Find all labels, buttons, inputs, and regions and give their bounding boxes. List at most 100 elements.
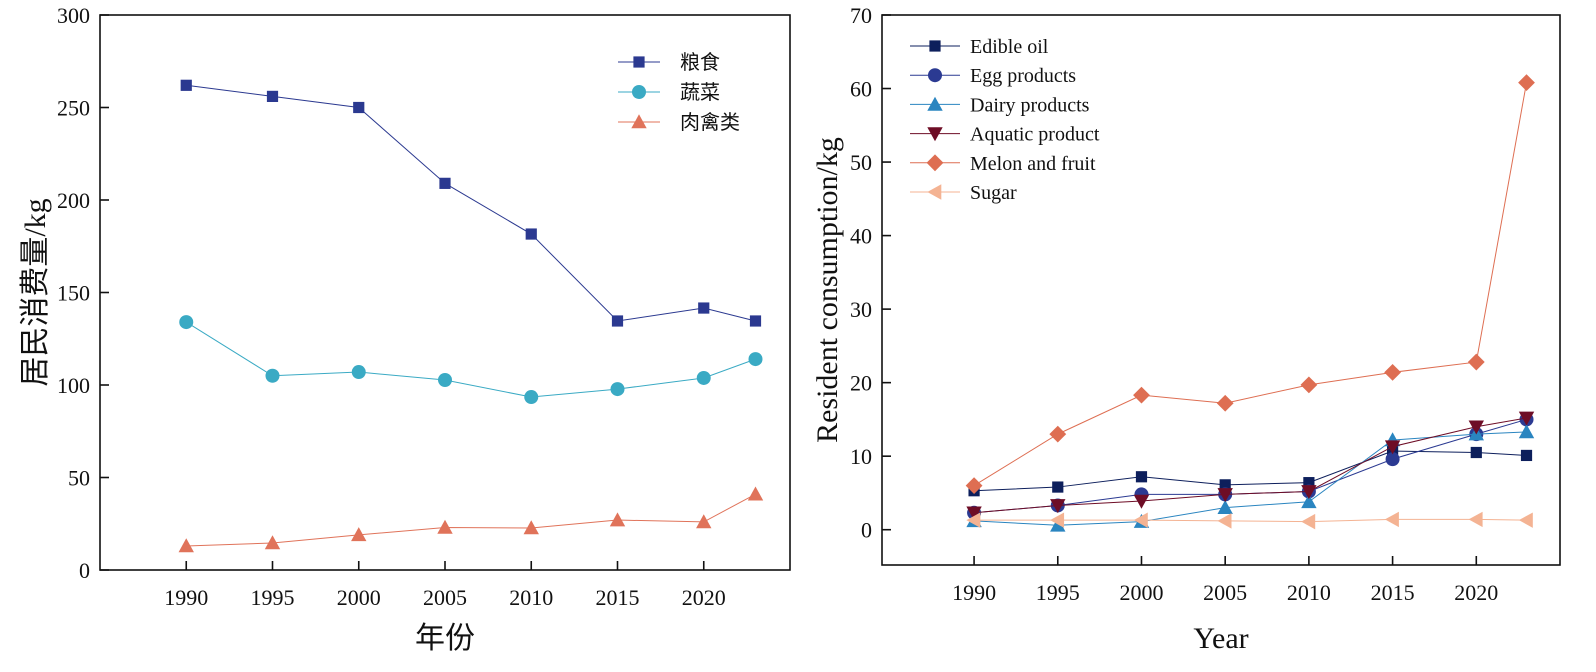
series-肉禽类 [178,486,764,553]
data-point [1217,488,1233,503]
legend-item: Aquatic product [910,124,1100,146]
x-tick-label: 2015 [596,585,640,610]
x-tick-label: 2000 [1119,580,1163,605]
y-tick-label: 60 [850,77,872,102]
series-line [974,450,1527,492]
data-point [966,506,982,521]
data-point [1468,420,1484,435]
x-tick-label: 2000 [337,585,381,610]
x-tick-label: 1995 [1036,580,1080,605]
data-point [180,79,192,91]
legend-marker [927,184,942,200]
data-point [1050,499,1066,514]
data-point [179,315,194,330]
legend-marker [927,96,943,111]
legend-label: Edible oil [970,36,1049,58]
series-line [186,493,756,547]
legend-label: Aquatic product [970,124,1100,146]
y-axis-label: Resident consumption/kg [811,137,844,443]
legend-label: 肉禽类 [680,111,740,134]
legend-label: 蔬菜 [680,81,720,104]
data-point [266,90,279,102]
data-point [749,315,762,327]
data-point [1052,481,1064,493]
legend-item: Dairy products [910,94,1090,116]
chart-1: 0 50 100 150 200 250 300 1990 1995 2000 2005 2010 20… [19,3,791,655]
series-Dairy products [966,424,1535,532]
legend-marker [928,68,942,83]
x-tick-label: 2010 [1287,580,1331,605]
chart-2: 0 10 20 30 40 50 60 70 1990 1995 2000 2005 2010 2015 2… [811,3,1561,655]
data-point [1468,511,1483,528]
data-point [1384,511,1399,528]
legend-label: Dairy products [970,94,1090,116]
legend-marker [631,114,647,129]
y-tick-label: 50 [68,466,90,491]
data-point [1301,485,1317,500]
y-tick-label: 40 [850,224,872,249]
data-point [439,177,451,189]
series-line [973,82,1528,487]
data-point [1135,471,1148,483]
data-point [524,390,539,405]
data-point [696,514,712,529]
y-tick-label: 100 [57,373,90,398]
data-point [747,486,764,501]
y-tick-label: 30 [850,297,872,322]
data-point [611,315,624,327]
x-tick-label: 2020 [1454,580,1498,605]
legend-item: 蔬菜 [618,81,720,104]
data-point [1301,494,1317,509]
data-point [1518,411,1535,426]
data-point [265,368,280,383]
data-point [1385,452,1400,467]
data-point [610,382,625,397]
data-point [438,373,452,388]
legend-item: Edible oil [910,36,1049,58]
legend-item: Melon and fruit [910,153,1096,175]
data-point [1133,386,1150,404]
data-point [1050,512,1065,528]
y-tick-label: 10 [850,444,872,469]
legend-label: 粮食 [680,51,720,74]
y-tick-label: 300 [57,3,90,28]
data-point [1216,394,1234,412]
y-axis-label: 居民消费量/kg [19,198,52,386]
data-point [748,352,763,367]
data-point [1133,512,1148,528]
series-Edible oil [968,445,1533,497]
y-tick-label: 150 [57,281,90,306]
y-tick-label: 0 [79,558,90,583]
data-point [264,535,281,550]
x-axis-label: 年份 [415,622,475,655]
data-point [1470,446,1482,459]
legend-label: Melon and fruit [970,153,1096,175]
series-line [974,518,1527,523]
series-粮食 [180,79,762,327]
x-tick-label: 1995 [251,585,295,610]
y-tick-label: 0 [861,518,872,543]
legend-marker [927,127,943,142]
data-point [351,527,367,542]
series-蔬菜 [179,315,763,405]
data-point [1050,517,1066,532]
legend-marker [632,85,646,99]
y-tick-label: 20 [850,371,872,396]
data-point [1384,363,1401,381]
data-point [1049,425,1067,443]
legend-marker [929,40,941,52]
y-tick-label: 50 [850,150,872,175]
data-point [1303,477,1315,489]
legend-label: Egg products [970,65,1076,87]
data-point [609,512,626,527]
x-tick-label: 2005 [1203,580,1247,605]
x-tick-label: 1990 [952,580,996,605]
series-line [974,417,1527,514]
data-point [1301,513,1316,530]
legend-label: Sugar [970,182,1017,204]
data-point [351,365,366,380]
data-point [1518,424,1535,439]
data-point [437,519,453,534]
data-point [1518,74,1535,92]
